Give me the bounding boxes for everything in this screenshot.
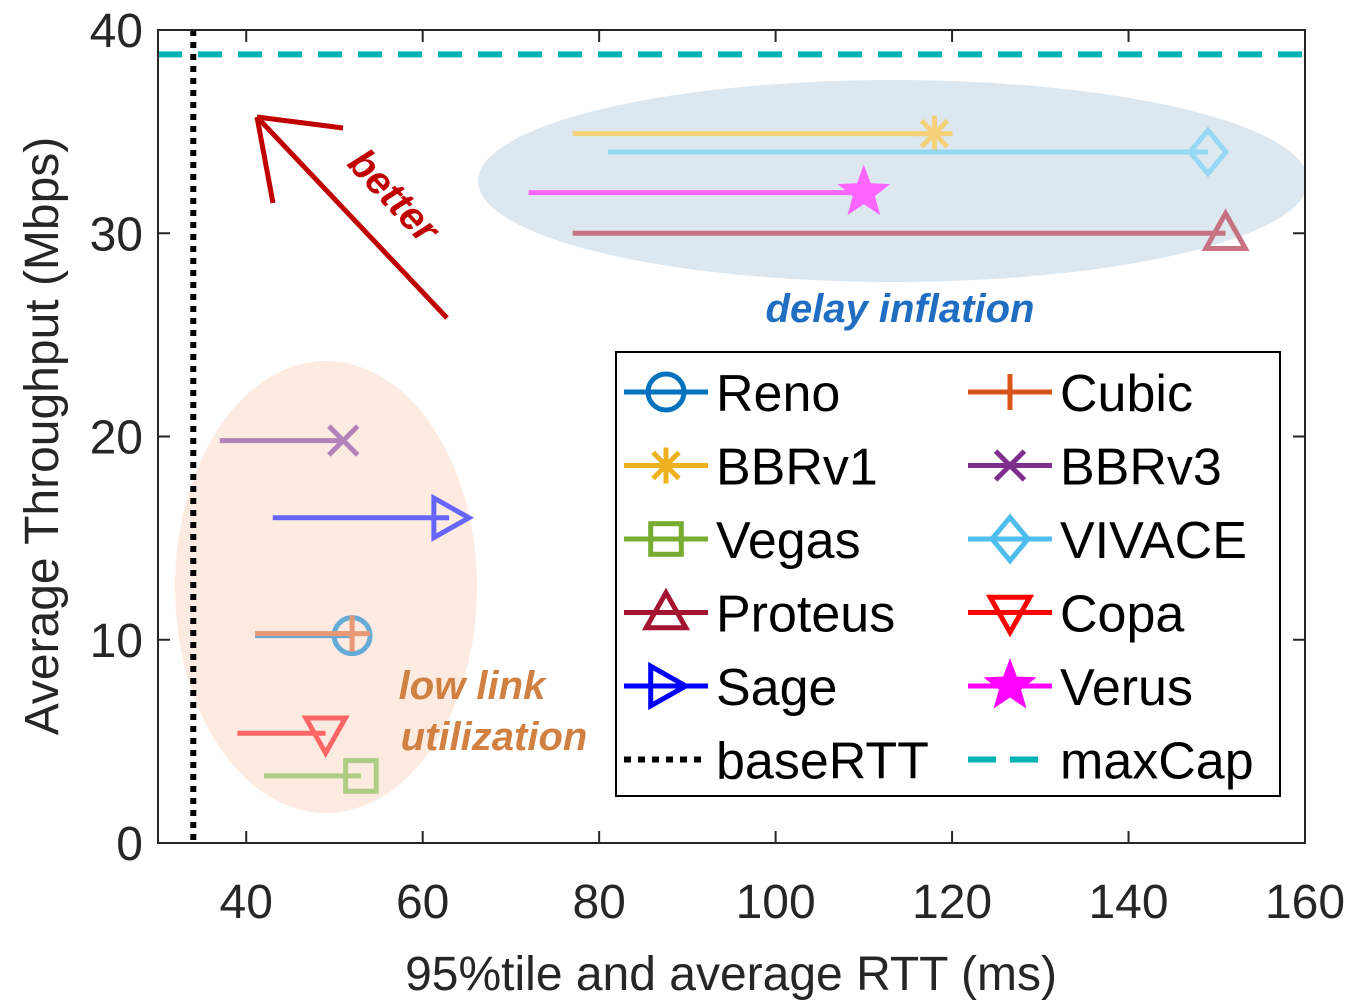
legend-item-copa: Copa [968,586,1184,644]
y-axis-title: Average Throughput (Mbps) [16,137,69,736]
x-tick-label: 120 [912,876,992,929]
legend: Reno Cubic BBRv1 BBRv3 Vegas VIVACE Proteus Cop… [615,351,1281,797]
cubic-marker [334,615,371,652]
legend-label-bbrv1: BBRv1 [716,439,878,497]
legend-label-maxcap: maxCap [1060,733,1254,791]
x-axis-title: 95%tile and average RTT (ms) [405,948,1057,1001]
legend-item-sage: Sage [624,659,837,717]
legend-label-verus: Verus [1060,659,1193,717]
legend-marker-copa [985,594,1035,638]
legend-marker-vegas [648,521,684,557]
x-tick-label: 80 [572,876,625,929]
legend-label-basertt: baseRTT [716,733,929,791]
better-label: better [339,141,449,254]
series-copa [237,715,350,759]
proteus-marker [1201,208,1250,252]
legend-label-bbrv3: BBRv3 [1060,439,1222,497]
legend-marker-cubic [992,374,1028,410]
bbrv3-marker [327,424,360,457]
legend-item-bbrv1: BBRv1 [624,439,878,497]
low-link-label: low link [399,664,547,708]
series-sage [272,493,475,542]
better-arrow-head-top [256,114,344,131]
better-arrow-head-side [254,116,276,204]
legend-marker-bbrv3 [993,449,1027,482]
legend-label-proteus: Proteus [716,586,895,644]
x-tick-label: 40 [220,876,273,929]
legend-marker-proteus [641,587,691,631]
series-bbrv1 [572,115,953,152]
legend-label-vivace: VIVACE [1060,512,1247,570]
legend-box [615,351,1281,797]
legend-label-sage: Sage [716,659,837,717]
y-tick-label: 10 [90,615,143,668]
y-tick-label: 20 [90,412,143,465]
series-vegas [263,758,379,794]
legend-label-cubic: Cubic [1060,365,1193,423]
low-utilization-region [175,361,477,813]
legend-marker-sage [648,661,691,711]
legend-item-verus: Verus [968,658,1193,717]
sage-marker [431,493,475,542]
vegas-marker [343,758,379,794]
delay-inflation-region [478,80,1305,282]
legend-item-vegas: Vegas [624,512,861,570]
legend-item-basertt: baseRTT [624,733,929,791]
x-tick-label: 100 [736,876,816,929]
series-cubic [255,615,371,652]
series-proteus [572,208,1250,252]
legend-item-maxcap: maxCap [968,733,1254,791]
x-tick-label: 140 [1088,876,1168,929]
better-arrow [254,114,449,320]
x-tick-label: 160 [1265,876,1345,929]
y-tick-label: 40 [90,5,143,58]
better-arrow-shaft [255,115,449,320]
legend-marker-verus [983,658,1037,709]
utilization-label: utilization [401,715,588,759]
x-tick-label: 60 [396,876,449,929]
y-tick-label: 0 [116,818,143,871]
legend-item-vivace: VIVACE [968,512,1247,570]
series-verus [528,164,891,216]
series-bbrv3 [219,424,360,457]
legend-label-copa: Copa [1060,586,1184,644]
legend-label-vegas: Vegas [716,512,861,570]
y-tick-label: 30 [90,208,143,261]
legend-item-bbrv3: BBRv3 [968,439,1222,497]
verus-marker [837,164,891,216]
legend-item-proteus: Proteus [624,586,895,644]
legend-marker-vivace [988,513,1032,565]
legend-marker-reno [645,371,687,413]
delay-inflation-label: delay inflation [766,287,1035,331]
series-vivace [607,126,1230,178]
vivace-marker [1186,126,1230,178]
bbrv1-marker [916,115,953,152]
legend-item-reno: Reno [624,365,840,423]
copa-marker [301,715,350,759]
legend-marker-bbrv1 [648,447,684,484]
legend-item-cubic: Cubic [968,365,1193,423]
legend-label-reno: Reno [716,365,840,423]
